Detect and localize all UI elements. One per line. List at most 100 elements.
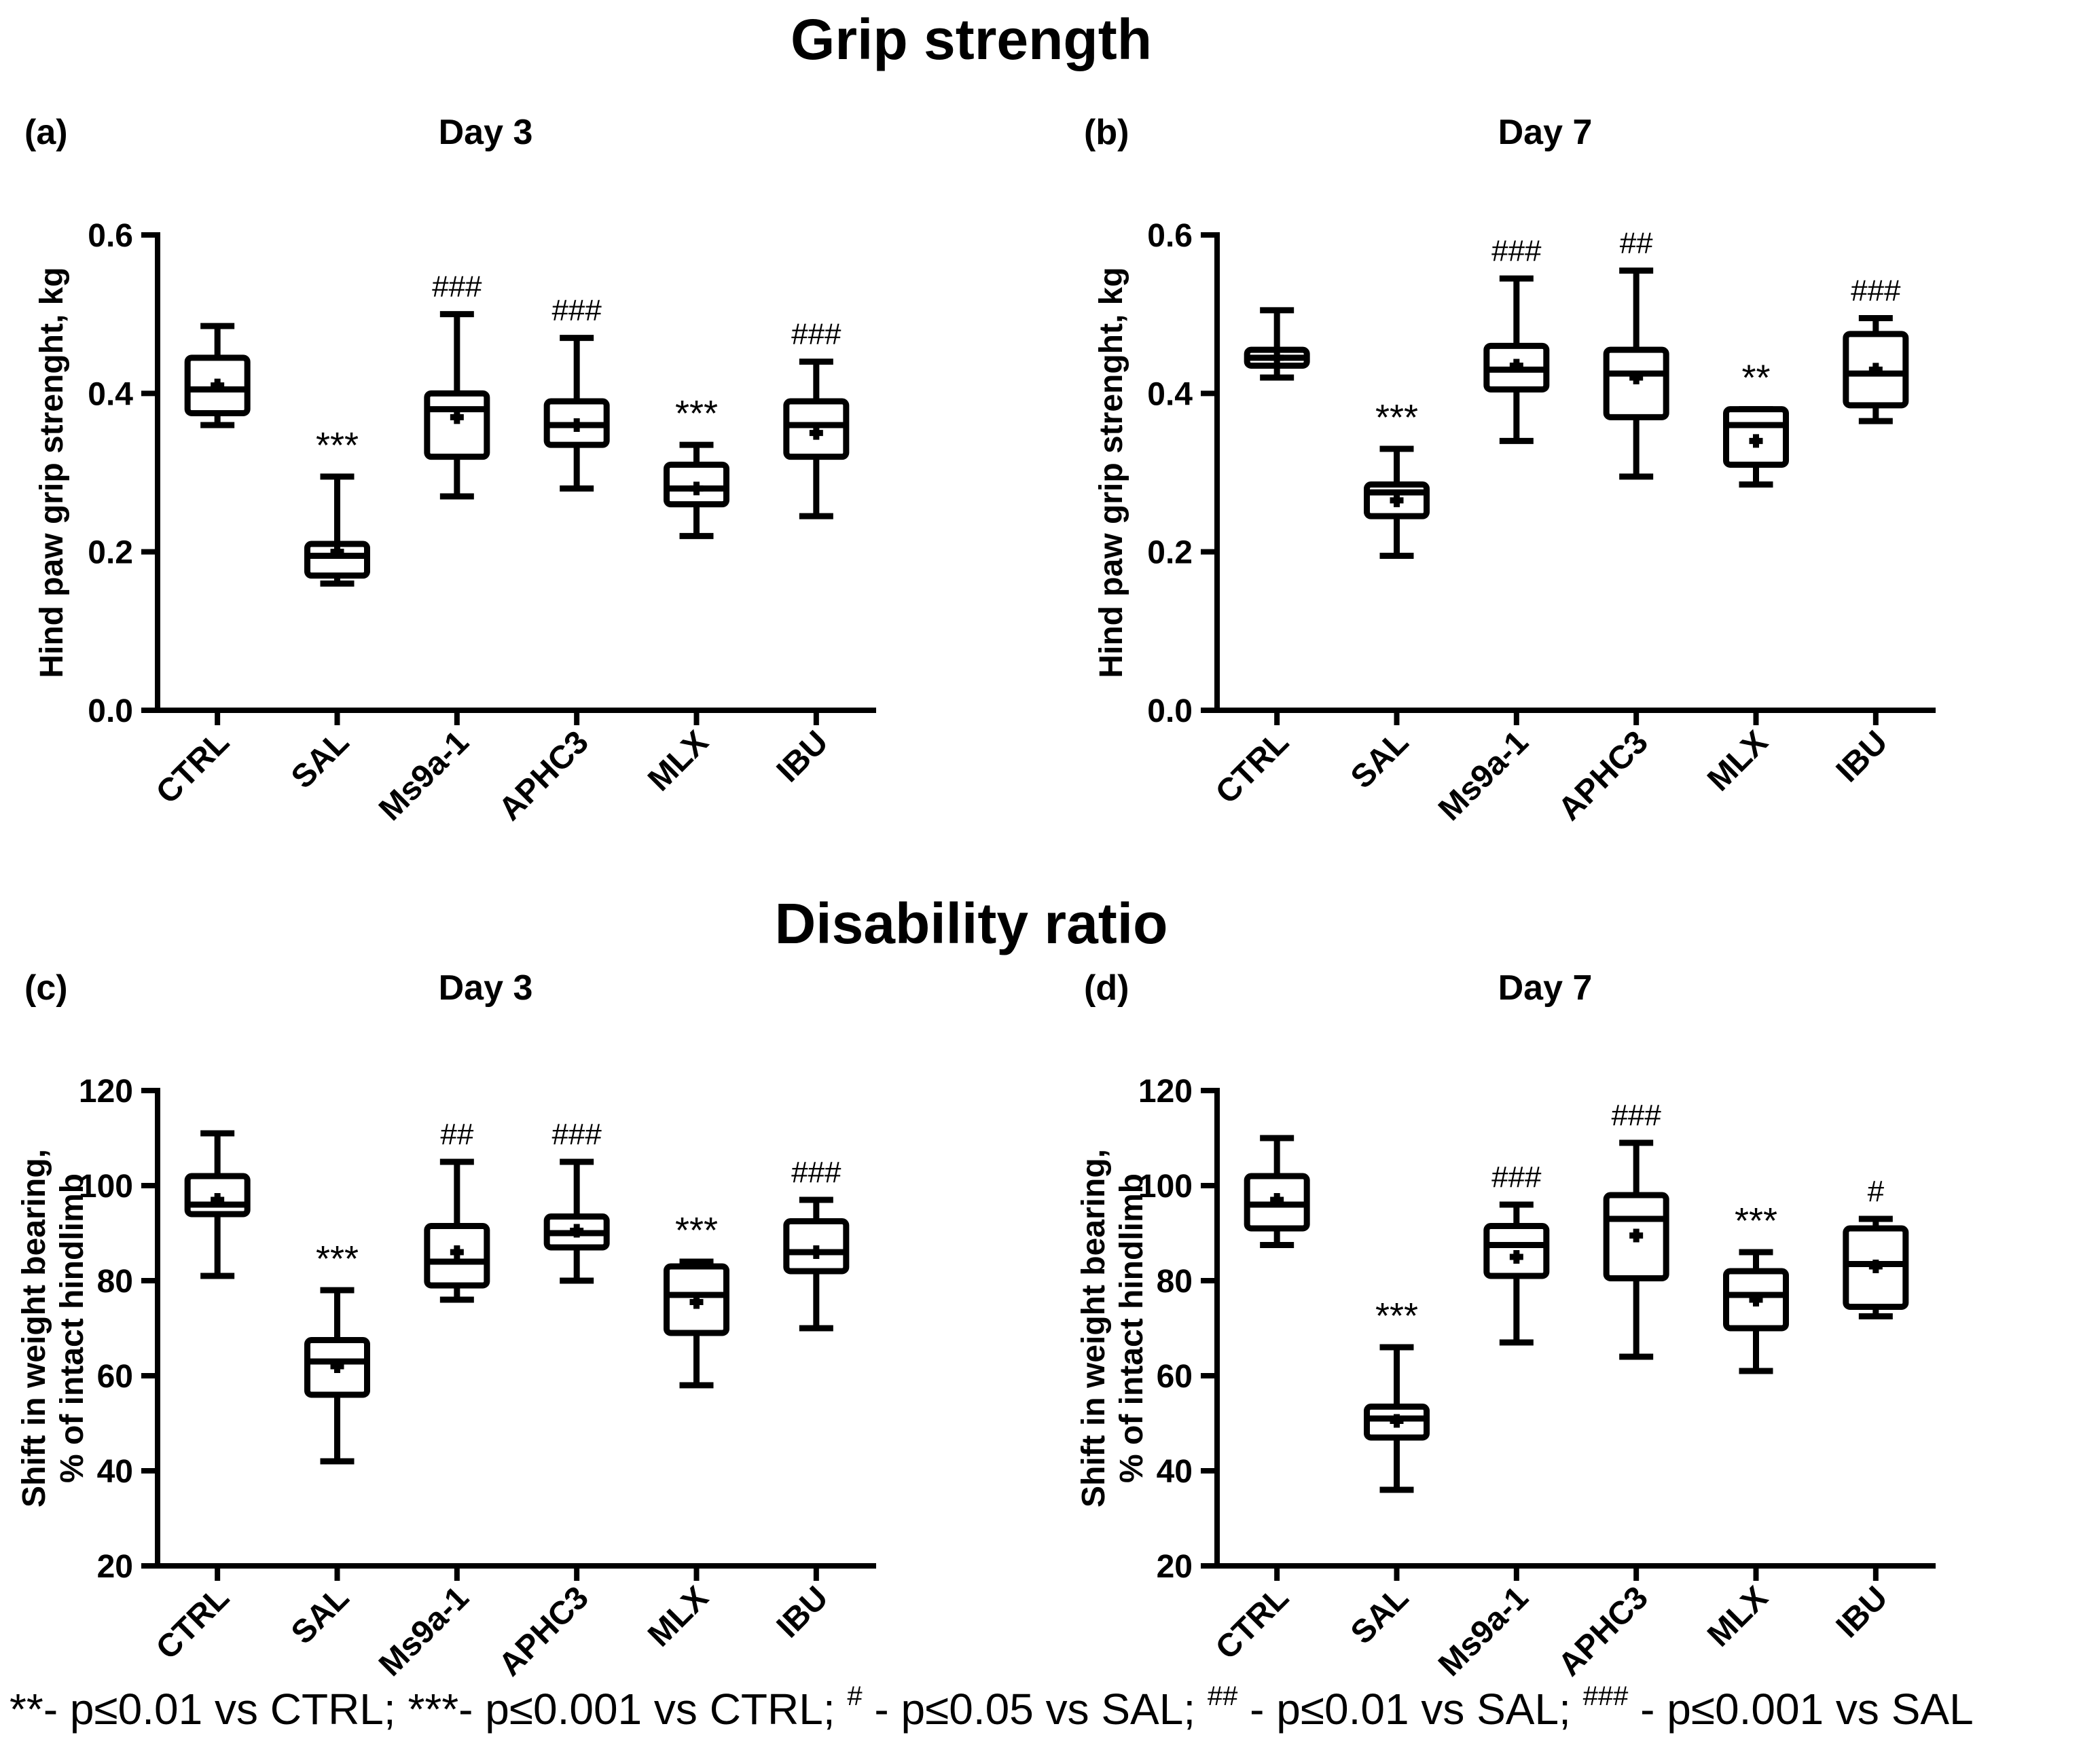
y-tick-label: 0.4 [88, 376, 133, 412]
box-ctrl [1244, 307, 1310, 381]
box-ctrl [1244, 1135, 1310, 1248]
chart-title: Day 7 [1498, 968, 1593, 1008]
x-tick-label: Ms9a-1 [372, 724, 476, 828]
y-tick-label: 0.2 [1147, 535, 1193, 571]
y-axis-label: Hind paw grip strenght, kg [1093, 267, 1129, 678]
mean-marker [1390, 1414, 1404, 1428]
box-ibu: ### [783, 1156, 850, 1332]
y-axis-label: Hind paw grip strenght, kg [34, 267, 70, 678]
box-ibu: ### [1843, 274, 1909, 424]
significance-annotation: ## [1620, 227, 1653, 260]
chart-title: Day 3 [439, 113, 533, 152]
box-mlx: *** [664, 393, 729, 539]
chart-panel-d: (d) Day 7 20 40 60 80 100 120 Shift in weight be… [1060, 957, 2010, 1691]
significance-annotation: ### [432, 270, 482, 304]
panel-label: (c) [24, 968, 68, 1008]
chart-panel-c: (c) Day 3 20 40 60 80 100 120 Shift in weight be… [0, 957, 951, 1691]
significance-annotation: ### [1851, 274, 1901, 308]
mean-marker [450, 1245, 464, 1259]
y-tick-label: 80 [97, 1264, 133, 1300]
x-tick-label: Ms9a-1 [1432, 724, 1536, 828]
mean-marker [1509, 1250, 1523, 1264]
chart-title: Day 7 [1498, 113, 1593, 152]
significance-annotation: *** [675, 1210, 718, 1251]
mean-marker [1749, 434, 1763, 448]
x-tick-label: SAL [1344, 1579, 1415, 1651]
footnote-superscript: ### [1582, 1681, 1629, 1711]
y-tick-label: 0.6 [1147, 218, 1193, 254]
significance-annotation: ### [1611, 1099, 1661, 1132]
box-ctrl [184, 323, 251, 428]
y-tick-label: 60 [97, 1359, 133, 1395]
mean-marker [330, 1359, 344, 1373]
panel-label: (d) [1084, 968, 1129, 1008]
box-aphc3: ## [1603, 227, 1669, 480]
x-tick-label: IBU [770, 1579, 835, 1645]
x-tick-label: CTRL [149, 724, 236, 811]
mean-marker [570, 1224, 584, 1238]
significance-annotation: *** [675, 393, 718, 434]
significance-annotation: *** [316, 425, 359, 466]
box-sal: *** [304, 1239, 370, 1465]
box-ms9a-1: ### [424, 270, 490, 500]
y-tick-label: 60 [1157, 1359, 1193, 1395]
mean-marker [330, 545, 344, 559]
x-tick-label: MLX [1701, 1579, 1775, 1653]
y-tick-label: 40 [1157, 1454, 1193, 1490]
x-tick-label: APHC3 [1551, 1579, 1655, 1683]
mean-marker [450, 410, 464, 424]
y-tick-label: 100 [1138, 1169, 1193, 1205]
mean-marker [1749, 1293, 1763, 1306]
box-iqr [424, 390, 490, 460]
box-sal: *** [1364, 397, 1430, 559]
box-aphc3: ### [543, 294, 610, 492]
mean-marker [1270, 350, 1284, 365]
significance-annotation: ### [1491, 1160, 1542, 1194]
y-axis-label: % of intact hindlimb [1114, 1173, 1150, 1483]
footnote-text: - p≤0.05 vs SAL; [862, 1685, 1208, 1734]
y-tick-label: 100 [79, 1169, 133, 1205]
significance-annotation: *** [1375, 1296, 1418, 1336]
significance-annotation: ### [791, 1156, 841, 1189]
chart-b-svg: (b) Day 7 0.0 0.2 0.4 0.6 Hind paw grip streng… [1084, 113, 1936, 828]
chart-panel-b: (b) Day 7 0.0 0.2 0.4 0.6 Hind paw grip streng… [1060, 102, 2010, 835]
y-axis-label: % of intact hindlimb [54, 1173, 90, 1483]
y-tick-label: 120 [1138, 1074, 1193, 1110]
mean-marker [689, 481, 704, 496]
x-tick-label: SAL [285, 1579, 356, 1651]
x-tick-label: IBU [1830, 1579, 1895, 1645]
mean-marker [1270, 1193, 1284, 1207]
mean-marker [211, 378, 225, 392]
box-mlx: *** [1723, 1201, 1789, 1374]
x-tick-label: APHC3 [1551, 724, 1655, 828]
mean-marker [689, 1295, 704, 1309]
y-tick-label: 40 [97, 1454, 133, 1490]
y-tick-label: 80 [1157, 1264, 1193, 1300]
significance-annotation: ### [551, 1118, 602, 1151]
mean-marker [1629, 1228, 1644, 1243]
mean-marker [1629, 371, 1644, 384]
x-tick-label: IBU [770, 724, 835, 789]
box-ibu: ### [783, 318, 850, 519]
chart-title: Day 3 [439, 968, 533, 1008]
significance-annotation: ## [440, 1118, 473, 1151]
x-tick-label: SAL [1344, 724, 1415, 795]
panel-label: (b) [1084, 113, 1129, 152]
chart-d-svg: (d) Day 7 20 40 60 80 100 120 Shift in weight be… [1076, 968, 1936, 1683]
x-tick-label: APHC3 [492, 1579, 596, 1683]
box-aphc3: ### [1603, 1099, 1669, 1360]
x-tick-label: Ms9a-1 [1432, 1579, 1536, 1683]
footnote-text: - p≤0.001 vs SAL [1628, 1685, 1974, 1734]
box-aphc3: ### [543, 1118, 610, 1284]
mean-marker [1509, 359, 1523, 373]
panel-label: (a) [24, 113, 68, 152]
significance-annotation: *** [1735, 1201, 1777, 1241]
x-tick-label: SAL [285, 724, 356, 795]
y-tick-label: 0.6 [88, 218, 133, 254]
y-tick-label: 0.0 [1147, 693, 1193, 729]
chart-panel-a: (a) Day 3 0.0 0.2 0.4 0.6 Hind paw grip streng… [0, 102, 951, 835]
significance-footnote: **- p≤0.01 vs CTRL; ***- p≤0.001 vs CTRL… [10, 1681, 1974, 1734]
mean-marker [570, 418, 584, 432]
significance-annotation: *** [1375, 397, 1418, 438]
box-ms9a-1: ### [1483, 234, 1550, 444]
